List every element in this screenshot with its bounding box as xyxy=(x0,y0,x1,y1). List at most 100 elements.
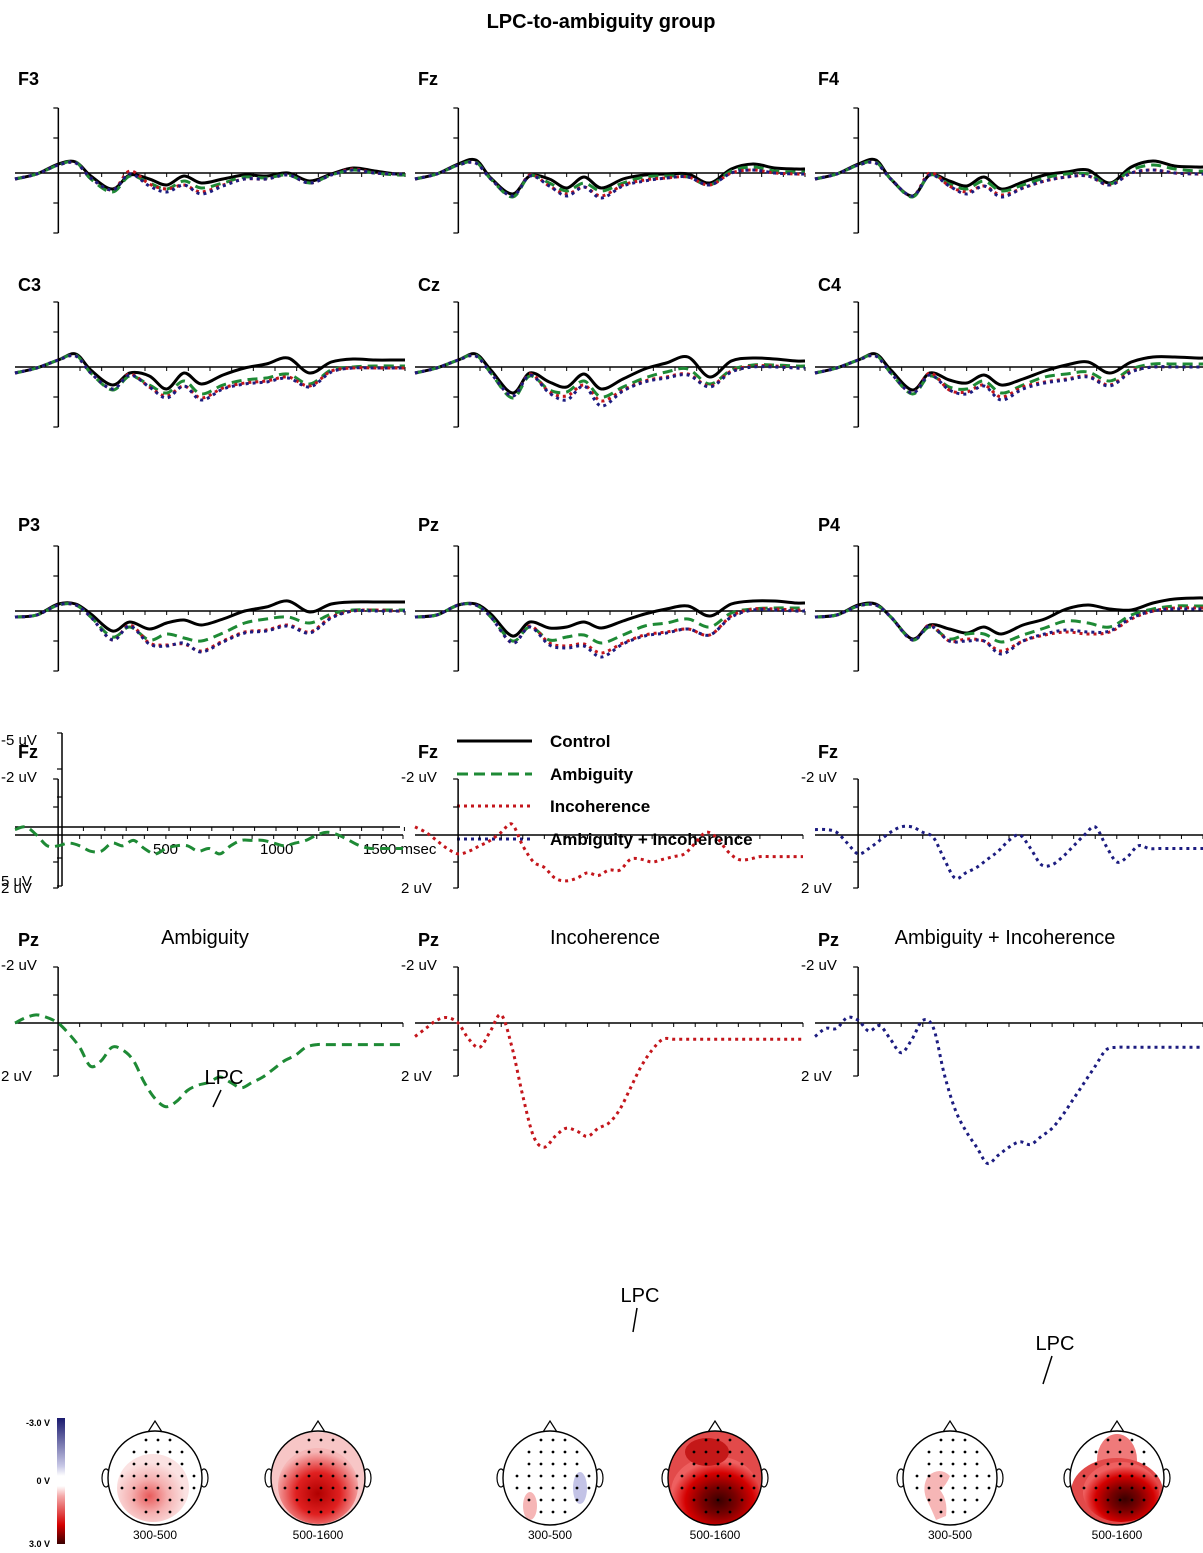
electrode-dot xyxy=(539,1498,543,1502)
electrode-dot xyxy=(539,1474,543,1478)
electrode-dot xyxy=(704,1510,708,1514)
electrode-dot xyxy=(563,1486,567,1490)
electrode-dot xyxy=(551,1510,555,1514)
electrode-dot xyxy=(563,1450,567,1454)
electrode-dot xyxy=(927,1462,931,1466)
electrode-dot xyxy=(307,1486,311,1490)
channel-label: Pz xyxy=(18,930,39,950)
electrode-dot xyxy=(927,1486,931,1490)
electrode-dot xyxy=(1142,1450,1146,1454)
series-line-ambiguity-incoherence xyxy=(814,602,1203,656)
head-outline xyxy=(502,1430,598,1526)
electrode-dot xyxy=(156,1462,160,1466)
electrode-dot xyxy=(1118,1474,1122,1478)
series-line-ambiguity-incoherence xyxy=(814,160,1203,199)
electrode-dot xyxy=(1130,1474,1134,1478)
electrode-dot xyxy=(563,1510,567,1514)
electrode-dot xyxy=(1082,1474,1086,1478)
electrode-dot xyxy=(144,1510,148,1514)
head-outline xyxy=(902,1430,998,1526)
electrode-dot xyxy=(963,1486,967,1490)
electrode-dot xyxy=(180,1450,184,1454)
electrode-dot xyxy=(168,1438,172,1442)
electrode-dot xyxy=(728,1450,732,1454)
scale-ytop-label: -5 uV xyxy=(1,732,37,749)
electrode-dot xyxy=(563,1474,567,1478)
electrode-dot xyxy=(319,1474,323,1478)
topomap-late: 500-1600 xyxy=(264,1419,372,1542)
electrode-dot xyxy=(692,1474,696,1478)
electrode-dot xyxy=(740,1474,744,1478)
ytop-label: -2 uV xyxy=(401,957,437,974)
activation-map xyxy=(1071,1434,1163,1525)
series-line-ambiguity xyxy=(14,1013,403,1109)
activation-map xyxy=(668,1431,762,1525)
electrode-dot xyxy=(319,1486,323,1490)
electrode-dot xyxy=(144,1462,148,1466)
activation-map xyxy=(271,1432,365,1525)
electrode-dot xyxy=(963,1510,967,1514)
electrode-dot xyxy=(527,1450,531,1454)
electrode-dot xyxy=(307,1438,311,1442)
electrode-dot xyxy=(939,1450,943,1454)
electrode-dot xyxy=(192,1474,196,1478)
nose-icon xyxy=(942,1419,958,1433)
electrode-dot xyxy=(1094,1450,1098,1454)
electrode-dot xyxy=(168,1474,172,1478)
electrode-dot xyxy=(692,1462,696,1466)
erp-panel-f4: F4 xyxy=(814,69,1203,234)
difference-title: Ambiguity xyxy=(161,927,249,949)
electrode-dot xyxy=(704,1486,708,1490)
electrode-dot xyxy=(343,1462,347,1466)
electrode-dot xyxy=(563,1498,567,1502)
lpc-pointer xyxy=(212,1089,222,1108)
electrode-dot xyxy=(563,1462,567,1466)
electrode-dot xyxy=(728,1438,732,1442)
colorbar-bottom-label: 3.0 V xyxy=(29,1539,50,1549)
electrode-dot xyxy=(939,1438,943,1442)
series-line-ambiguity-incoherence xyxy=(814,824,1203,881)
electrode-dot xyxy=(927,1450,931,1454)
electrode-dot xyxy=(295,1474,299,1478)
electrode-dot xyxy=(331,1486,335,1490)
erp-panel-pz: Pz xyxy=(414,515,806,672)
electrode-dot xyxy=(927,1498,931,1502)
electrode-dot xyxy=(575,1474,579,1478)
electrode-dot xyxy=(527,1462,531,1466)
series-line-ambiguity xyxy=(414,352,806,400)
electrode-dot xyxy=(939,1462,943,1466)
electrode-dot xyxy=(168,1498,172,1502)
series-line-control xyxy=(414,599,806,638)
electrode-dot xyxy=(680,1486,684,1490)
electrode-dot xyxy=(1142,1498,1146,1502)
electrode-dot xyxy=(319,1450,323,1454)
electrode-dot xyxy=(728,1498,732,1502)
electrode-dot xyxy=(1094,1486,1098,1490)
legend-label-control: Control xyxy=(550,732,610,751)
series-line-ambiguity xyxy=(814,352,1203,396)
electrode-dot xyxy=(168,1486,172,1490)
electrode-dot xyxy=(951,1486,955,1490)
electrode-dot xyxy=(716,1498,720,1502)
head-outline xyxy=(667,1430,763,1526)
electrode-dot xyxy=(963,1498,967,1502)
electrode-dot xyxy=(168,1510,172,1514)
electrode-dot xyxy=(987,1474,991,1478)
electrode-dot xyxy=(939,1474,943,1478)
electrode-dot xyxy=(975,1498,979,1502)
electrode-dot xyxy=(716,1462,720,1466)
electrode-dot xyxy=(951,1450,955,1454)
topomap-early: 300-500 xyxy=(496,1419,604,1542)
electrode-dot xyxy=(740,1462,744,1466)
electrode-dot xyxy=(692,1450,696,1454)
erp-panel-p3: P3 xyxy=(14,515,406,672)
electrode-dot xyxy=(295,1498,299,1502)
electrode-dot xyxy=(704,1462,708,1466)
electrode-dot xyxy=(951,1474,955,1478)
electrode-dot xyxy=(692,1486,696,1490)
erp-panel-f3: F3 xyxy=(14,69,406,234)
series-line-control xyxy=(414,352,806,395)
electrode-dot xyxy=(539,1450,543,1454)
electrode-dot xyxy=(704,1438,708,1442)
